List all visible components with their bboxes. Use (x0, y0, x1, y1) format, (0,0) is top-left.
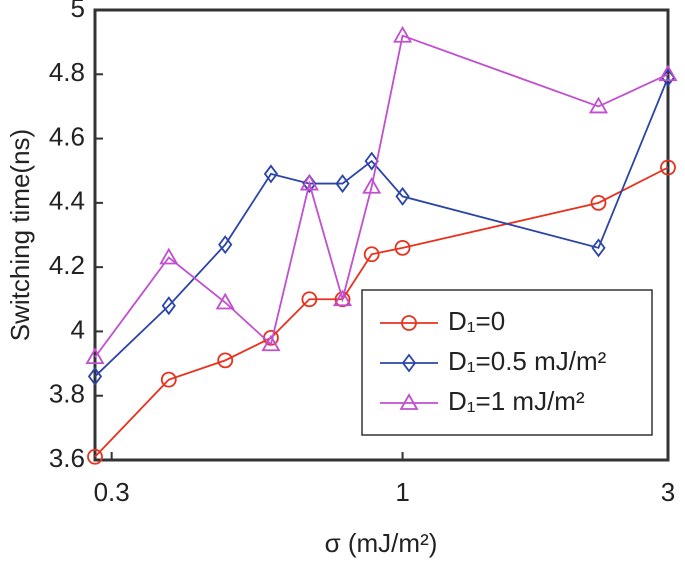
legend-marker (401, 353, 417, 373)
y-tick-label: 4 (71, 314, 85, 344)
x-tick-label: 0.3 (94, 477, 130, 507)
series-line (94, 34, 669, 358)
point (394, 239, 411, 256)
point (301, 291, 318, 308)
y-tick-label: 3.8 (49, 379, 85, 409)
y-tick-label: 4.2 (49, 250, 85, 280)
y-tick-label: 4.4 (49, 186, 85, 216)
y-tick-label: 4.8 (49, 57, 85, 87)
point (395, 186, 410, 206)
point (393, 25, 413, 43)
legend-label: D₁=1 mJ/m² (448, 386, 585, 416)
point (591, 238, 606, 258)
point (363, 246, 380, 263)
y-tick-label: 4.6 (49, 121, 85, 151)
point (85, 347, 105, 365)
series-line (94, 166, 669, 458)
point (299, 173, 319, 191)
point (87, 448, 103, 465)
point (658, 64, 678, 82)
series-line (94, 77, 669, 378)
point (590, 194, 607, 211)
legend-marker (399, 393, 419, 410)
point (161, 296, 176, 316)
x-axis-label: σ (mJ/m²) (325, 528, 438, 558)
point (217, 352, 234, 369)
point (364, 151, 379, 171)
x-tick-label: 1 (395, 477, 409, 507)
point (660, 159, 676, 176)
legend-label: D₁=0 (448, 306, 505, 336)
y-tick-label: 3.6 (49, 443, 85, 473)
legend-label: D₁=0.5 mJ/m² (448, 346, 607, 376)
point (215, 292, 235, 310)
point (218, 235, 233, 255)
x-tick-label: 3 (661, 477, 675, 507)
point (160, 371, 177, 388)
point (332, 289, 353, 307)
plot-frame (93, 8, 670, 462)
y-tick-label: 5 (71, 0, 85, 23)
point (335, 174, 350, 194)
point (263, 164, 279, 184)
point (261, 334, 281, 352)
legend-marker (401, 315, 417, 331)
y-axis-label: Switching time(ns) (5, 129, 35, 341)
point (87, 366, 103, 386)
point (362, 176, 382, 194)
point (159, 247, 179, 265)
point (588, 96, 609, 114)
